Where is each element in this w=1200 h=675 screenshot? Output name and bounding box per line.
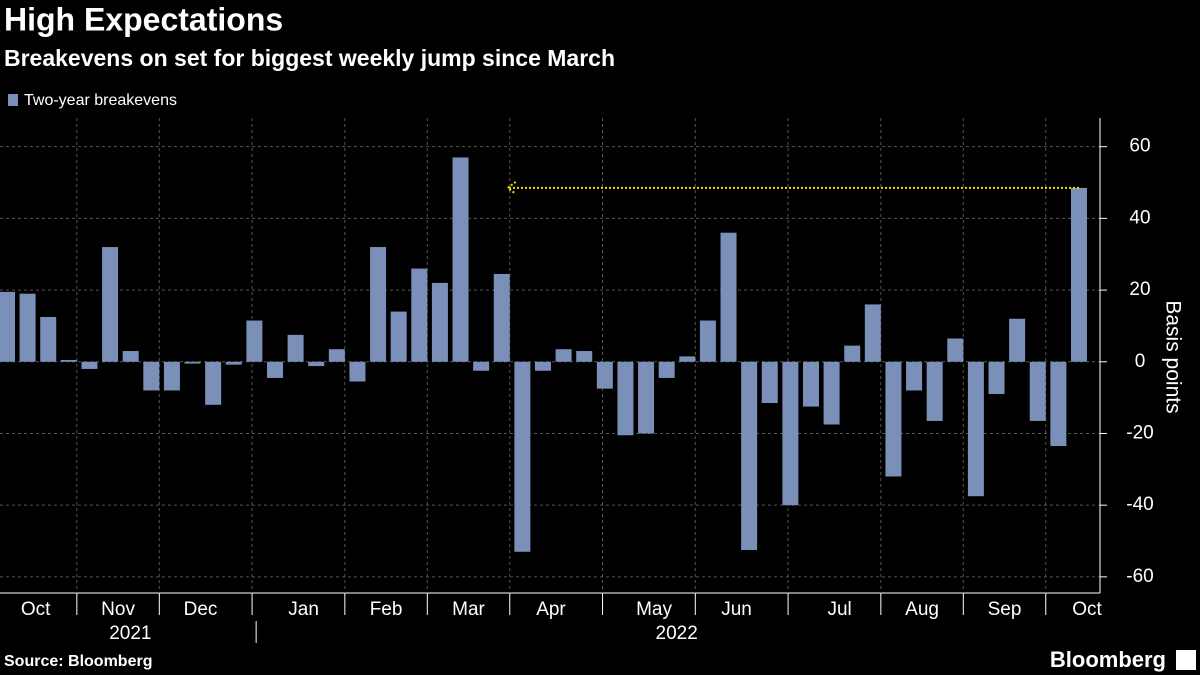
bar	[596, 361, 613, 389]
x-tick-label: Jan	[288, 599, 319, 620]
x-tick-label: Mar	[452, 599, 485, 620]
bar	[452, 157, 469, 362]
y-tick-label: 0	[1135, 351, 1146, 372]
bar	[0, 291, 15, 362]
bar	[122, 351, 139, 362]
bar	[60, 359, 77, 362]
bar	[844, 345, 861, 362]
x-tick-label: Dec	[184, 599, 218, 620]
bar	[431, 282, 448, 362]
bar	[225, 361, 242, 365]
brand: Bloomberg	[1050, 647, 1166, 672]
bar	[266, 361, 283, 378]
chart-subtitle: Breakevens on set for biggest weekly jum…	[4, 45, 615, 71]
bar	[1029, 361, 1046, 421]
bar	[967, 361, 984, 497]
y-tick-label: -40	[1126, 494, 1153, 515]
bar	[308, 361, 325, 367]
legend-label: Two-year breakevens	[24, 92, 177, 109]
x-tick-label: Sep	[988, 599, 1022, 620]
source: Source: Bloomberg	[4, 653, 152, 670]
bar	[576, 351, 593, 362]
annotation-arrowhead	[506, 181, 517, 195]
bar	[514, 361, 531, 552]
y-tick-label: -20	[1126, 422, 1153, 443]
bar	[390, 311, 407, 362]
bar	[81, 361, 98, 369]
y-tick-label: 20	[1129, 279, 1150, 300]
bar	[163, 361, 180, 391]
bar	[184, 361, 201, 364]
bar	[782, 361, 799, 506]
bar	[143, 361, 160, 391]
y-tick-label: 40	[1129, 207, 1150, 228]
x-tick-label: Nov	[101, 599, 135, 620]
y-tick-label: -60	[1126, 566, 1153, 587]
brand-icon	[1176, 650, 1196, 670]
chart-title: High Expectations	[4, 1, 283, 37]
x-tick-label: Feb	[370, 599, 403, 620]
bar	[617, 361, 634, 436]
x-tick-label: Jul	[827, 599, 851, 620]
bar	[370, 247, 387, 362]
bar	[349, 361, 366, 382]
bar	[493, 273, 510, 362]
bar	[906, 361, 923, 391]
x-tick-label: Oct	[1072, 599, 1102, 620]
y-tick-label: 60	[1129, 136, 1150, 157]
bar	[205, 361, 222, 405]
bar	[864, 304, 881, 362]
bar	[287, 334, 304, 362]
legend-swatch	[8, 94, 18, 106]
bar	[802, 361, 819, 407]
x-tick-label: Jun	[721, 599, 752, 620]
bar	[246, 320, 263, 362]
bar	[926, 361, 943, 421]
bar	[102, 247, 119, 362]
bar	[1070, 187, 1087, 362]
bar	[823, 361, 840, 425]
bar	[658, 361, 675, 378]
bar	[741, 361, 758, 550]
bar	[679, 356, 696, 362]
bar	[761, 361, 778, 403]
y-axis-label: Basis points	[1161, 300, 1184, 413]
bar	[1050, 361, 1067, 447]
x-tick-label: Oct	[21, 599, 51, 620]
bar	[19, 293, 36, 362]
bar	[411, 268, 428, 362]
bar	[988, 361, 1005, 395]
x-tick-label: May	[636, 599, 672, 620]
bar	[720, 232, 737, 362]
x-tick-label: Apr	[536, 599, 566, 620]
bar	[699, 320, 716, 362]
bar	[40, 316, 57, 362]
bar	[1009, 318, 1026, 362]
bar	[555, 349, 572, 362]
x-tick-label: Aug	[905, 599, 939, 620]
bar	[885, 361, 902, 477]
bar	[473, 361, 490, 371]
x-group-label: 2021	[109, 623, 151, 644]
bar	[328, 349, 345, 362]
x-group-label: 2022	[656, 623, 698, 644]
bar	[638, 361, 655, 434]
bar	[534, 361, 551, 371]
bar	[947, 338, 964, 362]
